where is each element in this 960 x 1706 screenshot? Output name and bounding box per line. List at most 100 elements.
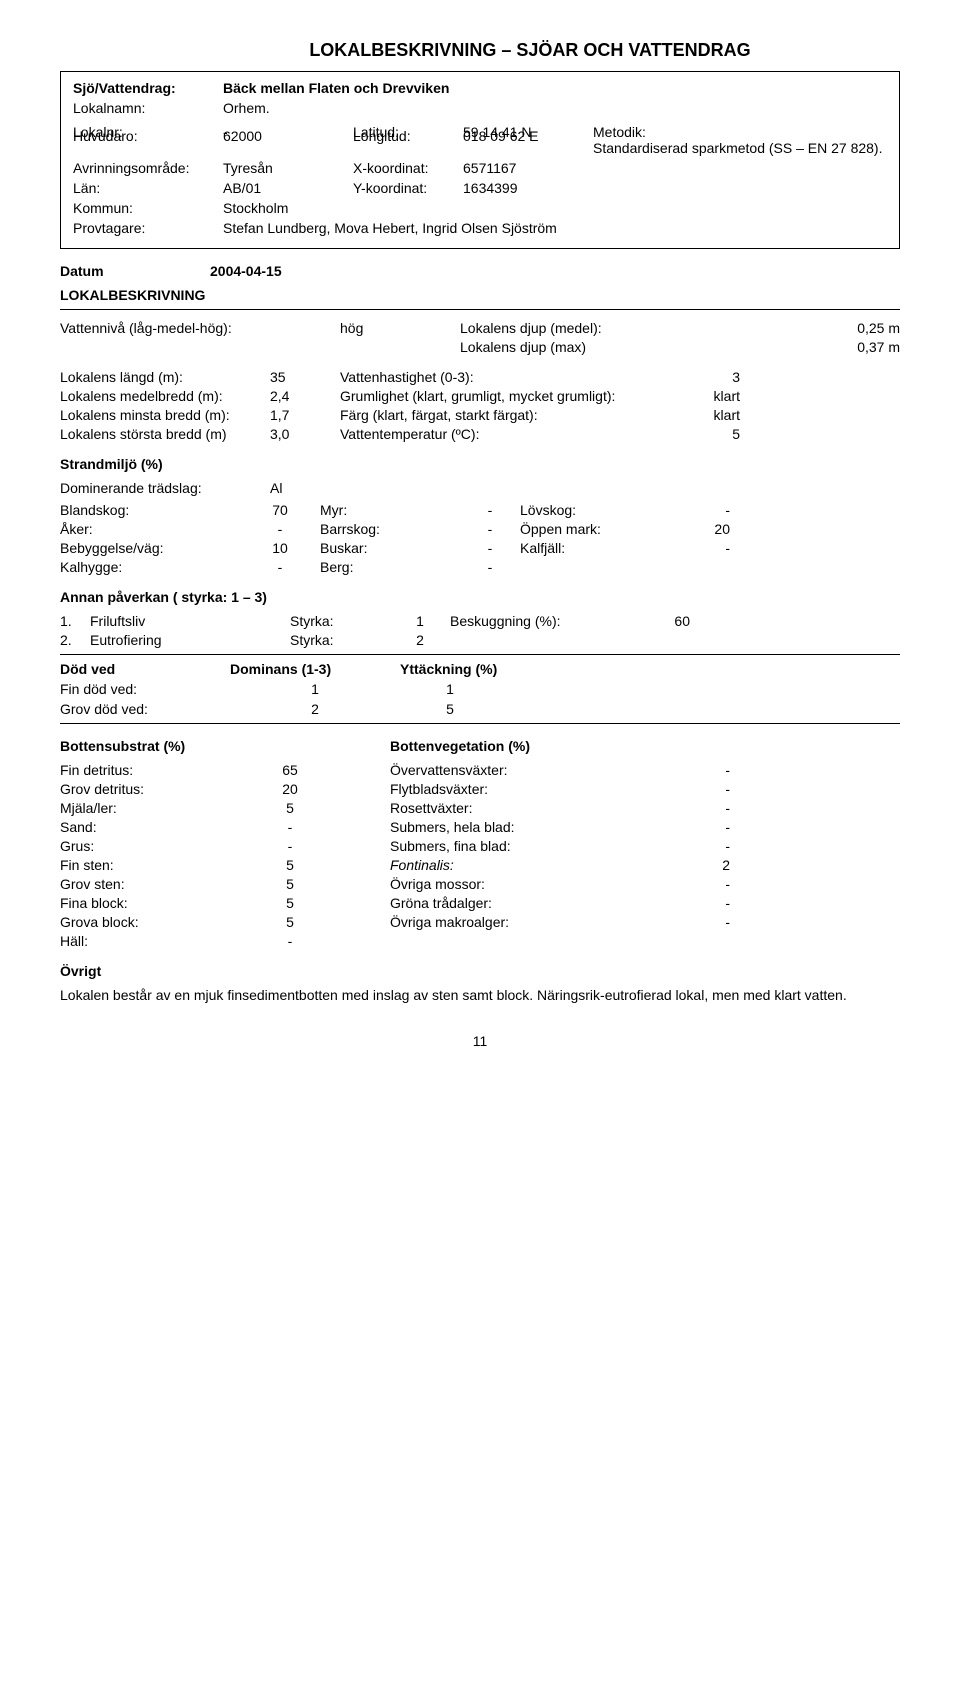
- strand-a-value: 10: [240, 540, 320, 556]
- botten-a-value: 5: [240, 800, 340, 816]
- dim-label: Lokalens längd (m):: [60, 369, 270, 385]
- botten-b-label: [390, 933, 650, 949]
- botten-a-label: Grus:: [60, 838, 240, 854]
- botten-a-value: 5: [240, 914, 340, 930]
- dim-label: Lokalens största bredd (m): [60, 426, 270, 442]
- avrinning-value: Tyresån: [223, 160, 353, 176]
- strand-c-label: [520, 559, 670, 575]
- botten-a-value: -: [240, 819, 340, 835]
- lokalnamn-value: Orhem.: [223, 100, 270, 116]
- botten-a-label: Grova block:: [60, 914, 240, 930]
- lokalbeskrivning-heading: LOKALBESKRIVNING: [60, 287, 900, 303]
- botten-b-label: Fontinalis:: [390, 857, 650, 873]
- dodved-h2: Dominans (1-3): [230, 661, 400, 677]
- dodved-r1-label: Fin död ved:: [60, 681, 230, 697]
- botten-a-label: Grov sten:: [60, 876, 240, 892]
- djup-max-value: 0,37 m: [680, 339, 900, 355]
- botten-b-label: Flytbladsväxter:: [390, 781, 650, 797]
- ap-besk-label: Beskuggning (%):: [450, 613, 630, 629]
- botten-a-value: -: [240, 933, 340, 949]
- dodved-r1-a: 1: [230, 681, 400, 697]
- botten-b-value: -: [650, 895, 730, 911]
- botten-b-value: -: [650, 819, 730, 835]
- ovrigt-text: Lokalen består av en mjuk finsedimentbot…: [60, 987, 900, 1003]
- dim-right-label: Vattenhastighet (0-3):: [340, 369, 670, 385]
- botten-a-label: Grov detritus:: [60, 781, 240, 797]
- dodved-r2-b: 5: [400, 701, 500, 717]
- strand-a-value: -: [240, 521, 320, 537]
- page-number: 11: [60, 1033, 900, 1049]
- botten-a-label: Sand:: [60, 819, 240, 835]
- botten-b-label: Övervattensväxter:: [390, 762, 650, 778]
- strand-a-label: Åker:: [60, 521, 240, 537]
- strand-c-value: -: [670, 502, 730, 518]
- strand-c-label: Kalfjäll:: [520, 540, 670, 556]
- botten-a-label: Fina block:: [60, 895, 240, 911]
- botten-a-value: 20: [240, 781, 340, 797]
- lokalnamn-label: Lokalnamn:: [73, 100, 223, 116]
- dim-label: Lokalens medelbredd (m):: [60, 388, 270, 404]
- level-value: hög: [340, 320, 460, 336]
- strand-c-value: -: [670, 540, 730, 556]
- provtagare-label: Provtagare:: [73, 220, 223, 236]
- ap-num: 2.: [60, 632, 90, 648]
- dim-value: 2,4: [270, 388, 340, 404]
- datum-label: Datum: [60, 263, 210, 279]
- level-label: Vattennivå (låg-medel-hög):: [60, 320, 340, 336]
- ykoord-label: Y-koordinat:: [353, 180, 463, 196]
- dim-right-value: klart: [670, 388, 740, 404]
- dim-value: 3,0: [270, 426, 340, 442]
- avrinning-label: Avrinningsområde:: [73, 160, 223, 176]
- botten-a-label: Fin sten:: [60, 857, 240, 873]
- strand-b-value: -: [460, 559, 520, 575]
- botten-b-value: [650, 933, 730, 949]
- dim-value: 35: [270, 369, 340, 385]
- metodik-label: Metodik:: [593, 124, 646, 140]
- dim-right-label: Färg (klart, färgat, starkt färgat):: [340, 407, 670, 423]
- dim-right-value: 5: [670, 426, 740, 442]
- sjo-label: Sjö/Vattendrag:: [73, 80, 223, 96]
- page-title: LOKALBESKRIVNING – SJÖAR OCH VATTENDRAG: [60, 40, 900, 61]
- botten-b-label: Övriga mossor:: [390, 876, 650, 892]
- botten-h2: Bottenvegetation (%): [390, 738, 530, 754]
- botten-b-value: -: [650, 800, 730, 816]
- dim-right-value: 3: [670, 369, 740, 385]
- provtagare-value: Stefan Lundberg, Mova Hebert, Ingrid Ols…: [223, 220, 557, 236]
- strand-a-value: 70: [240, 502, 320, 518]
- botten-a-value: 5: [240, 876, 340, 892]
- botten-a-value: 65: [240, 762, 340, 778]
- botten-b-label: Gröna trådalger:: [390, 895, 650, 911]
- longitud-label: Longitud:: [353, 128, 463, 144]
- ap-besk-value: 60: [630, 613, 690, 629]
- annan-title: Annan påverkan ( styrka: 1 – 3): [60, 589, 900, 605]
- lan-label: Län:: [73, 180, 223, 196]
- huvudaro-value: 62000: [223, 128, 353, 144]
- botten-b-value: -: [650, 762, 730, 778]
- strand-a-label: Blandskog:: [60, 502, 240, 518]
- djup-medel-label: Lokalens djup (medel):: [460, 320, 680, 336]
- strand-a-value: -: [240, 559, 320, 575]
- huvudaro-label: Huvudaro:: [73, 128, 223, 144]
- ap-num: 1.: [60, 613, 90, 629]
- strand-c-value: 20: [670, 521, 730, 537]
- strand-a-label: Kalhygge:: [60, 559, 240, 575]
- botten-a-value: -: [240, 838, 340, 854]
- botten-b-label: Rosettväxter:: [390, 800, 650, 816]
- dominerande-label: Dominerande trädslag:: [60, 480, 270, 496]
- datum-value: 2004-04-15: [210, 263, 282, 279]
- ap-styrka-label: Styrka:: [290, 613, 390, 629]
- strand-c-label: Öppen mark:: [520, 521, 670, 537]
- dodved-h3: Yttäckning (%): [400, 661, 497, 677]
- dominerande-value: Al: [270, 480, 282, 496]
- ykoord-value: 1634399: [463, 180, 593, 196]
- lan-value: AB/01: [223, 180, 353, 196]
- dodved-h1: Död ved: [60, 661, 230, 677]
- strand-b-value: -: [460, 540, 520, 556]
- botten-b-label: Submers, hela blad:: [390, 819, 650, 835]
- botten-b-value: 2: [650, 857, 730, 873]
- dim-right-label: Vattentemperatur (ºC):: [340, 426, 670, 442]
- dodved-r2-a: 2: [230, 701, 400, 717]
- ap-styrka-value: 2: [390, 632, 450, 648]
- botten-b-value: -: [650, 876, 730, 892]
- strand-b-label: Berg:: [320, 559, 460, 575]
